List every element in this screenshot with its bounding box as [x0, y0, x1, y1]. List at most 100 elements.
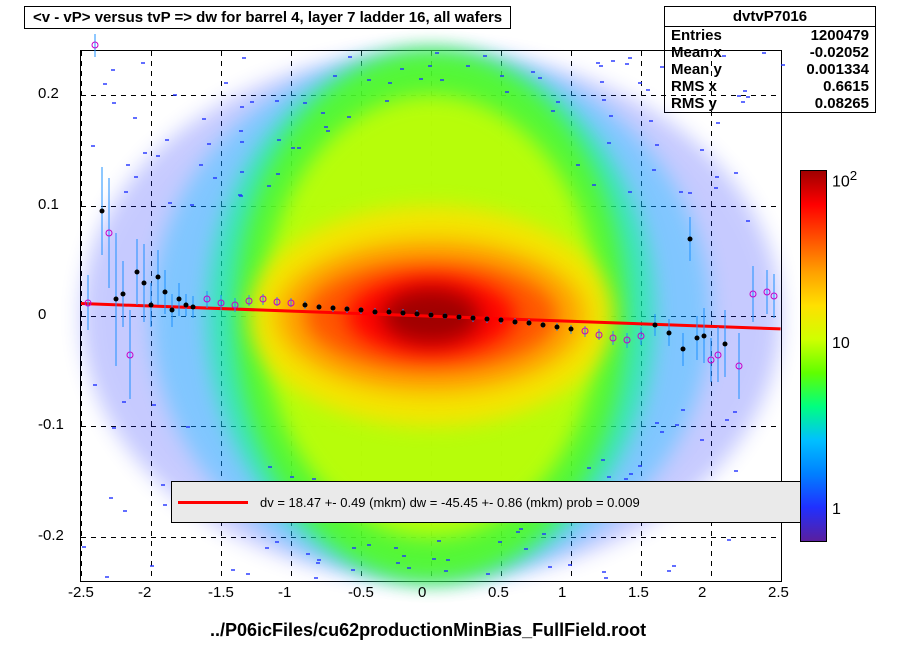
xtick-label: -1.5: [208, 584, 234, 601]
colorbar-tick: 10: [832, 335, 850, 353]
data-point: [170, 308, 175, 313]
heat-pixel: [316, 562, 320, 564]
heat-pixel: [646, 89, 650, 91]
heat-pixel: [213, 177, 217, 179]
heat-pixel: [602, 99, 606, 101]
data-point: [485, 317, 490, 322]
heat-pixel: [103, 83, 107, 85]
heat-pixel: [199, 164, 203, 166]
heat-pixel: [715, 176, 719, 178]
xtick-label: 1: [558, 584, 566, 601]
heat-pixel: [303, 102, 307, 104]
heat-pixel: [347, 116, 351, 118]
heat-pixel: [367, 79, 371, 81]
heat-pixel: [725, 419, 729, 421]
heat-pixel: [607, 476, 611, 478]
heat-pixel: [317, 559, 321, 561]
heat-pixel: [348, 56, 352, 58]
ytick-label: -0.2: [38, 527, 74, 544]
heat-pixel: [649, 120, 653, 122]
data-point: [387, 309, 392, 314]
heat-pixel: [681, 409, 685, 411]
heat-pixel: [202, 118, 206, 120]
xtick-label: 0: [418, 584, 426, 601]
xtick-label: 0.5: [488, 584, 509, 601]
root-figure: <v - vP> versus tvP => dw for barrel 4, …: [0, 0, 900, 650]
data-point: [653, 322, 658, 327]
heat-pixel: [734, 172, 738, 174]
heat-pixel: [655, 144, 659, 146]
data-point: [764, 288, 771, 295]
data-point: [681, 347, 686, 352]
heat-pixel: [500, 75, 504, 77]
heat-pixel: [82, 546, 86, 548]
heat-pixel: [240, 141, 244, 143]
heat-pixel: [734, 470, 738, 472]
heat-pixel: [601, 459, 605, 461]
heat-pixel: [190, 204, 194, 206]
data-point: [471, 316, 476, 321]
data-point: [303, 302, 308, 307]
ytick-label: 0.2: [38, 85, 74, 102]
legend-text: dv = 18.47 +- 0.49 (mkm) dw = -45.45 +- …: [260, 495, 640, 510]
heat-pixel: [268, 466, 272, 468]
data-point: [771, 293, 778, 300]
heat-pixel: [519, 528, 523, 530]
data-point: [359, 308, 364, 313]
data-point: [513, 319, 518, 324]
heat-pixel: [675, 424, 679, 426]
data-point: [135, 269, 140, 274]
data-point: [667, 330, 672, 335]
heat-pixel: [746, 96, 750, 98]
heat-pixel: [402, 555, 406, 557]
heat-pixel: [524, 548, 528, 550]
data-point: [527, 320, 532, 325]
heat-pixel: [714, 187, 718, 189]
heat-pixel: [112, 102, 116, 104]
heat-pixel: [122, 401, 126, 403]
heat-pixel: [672, 565, 676, 567]
heat-pixel: [388, 82, 392, 84]
heat-pixel: [444, 570, 448, 572]
heat-pixel: [352, 547, 356, 549]
heat-pixel: [602, 571, 606, 573]
data-point: [541, 322, 546, 327]
heat-pixel: [604, 577, 608, 579]
ytick-label: -0.1: [38, 416, 74, 433]
heat-pixel: [733, 411, 737, 413]
data-point: [92, 42, 99, 49]
heat-pixel: [239, 195, 243, 197]
heat-pixel: [466, 65, 470, 67]
data-point: [288, 299, 295, 306]
data-point: [331, 306, 336, 311]
heat-pixel: [314, 577, 318, 579]
heat-pixel: [165, 139, 169, 141]
heat-pixel: [161, 484, 165, 486]
heat-pixel: [660, 431, 664, 433]
heat-pixel: [326, 130, 330, 132]
heat-pixel: [123, 510, 127, 512]
heat-pixel: [112, 427, 116, 429]
heat-pixel: [224, 82, 228, 84]
heat-pixel: [688, 192, 692, 194]
heat-pixel: [781, 64, 785, 66]
xtick-label: 2.5: [768, 584, 789, 601]
heat-pixel: [568, 564, 572, 566]
heat-pixel: [240, 171, 244, 173]
heat-pixel: [239, 130, 243, 132]
heat-pixel: [609, 115, 613, 117]
heat-pixel: [173, 94, 177, 96]
heat-pixel: [652, 169, 656, 171]
heat-pixel: [111, 69, 115, 71]
plot-area: dv = 18.47 +- 0.49 (mkm) dw = -45.45 +- …: [80, 50, 782, 582]
data-point: [232, 301, 239, 308]
heat-pixel: [628, 57, 632, 59]
heat-pixel: [351, 569, 355, 571]
heat-pixel: [435, 52, 439, 54]
data-point: [401, 310, 406, 315]
heat-pixel: [542, 533, 546, 535]
heat-pixel: [625, 63, 629, 65]
heat-pixel: [746, 220, 750, 222]
heat-pixel: [163, 504, 167, 506]
heat-pixel: [624, 478, 628, 480]
